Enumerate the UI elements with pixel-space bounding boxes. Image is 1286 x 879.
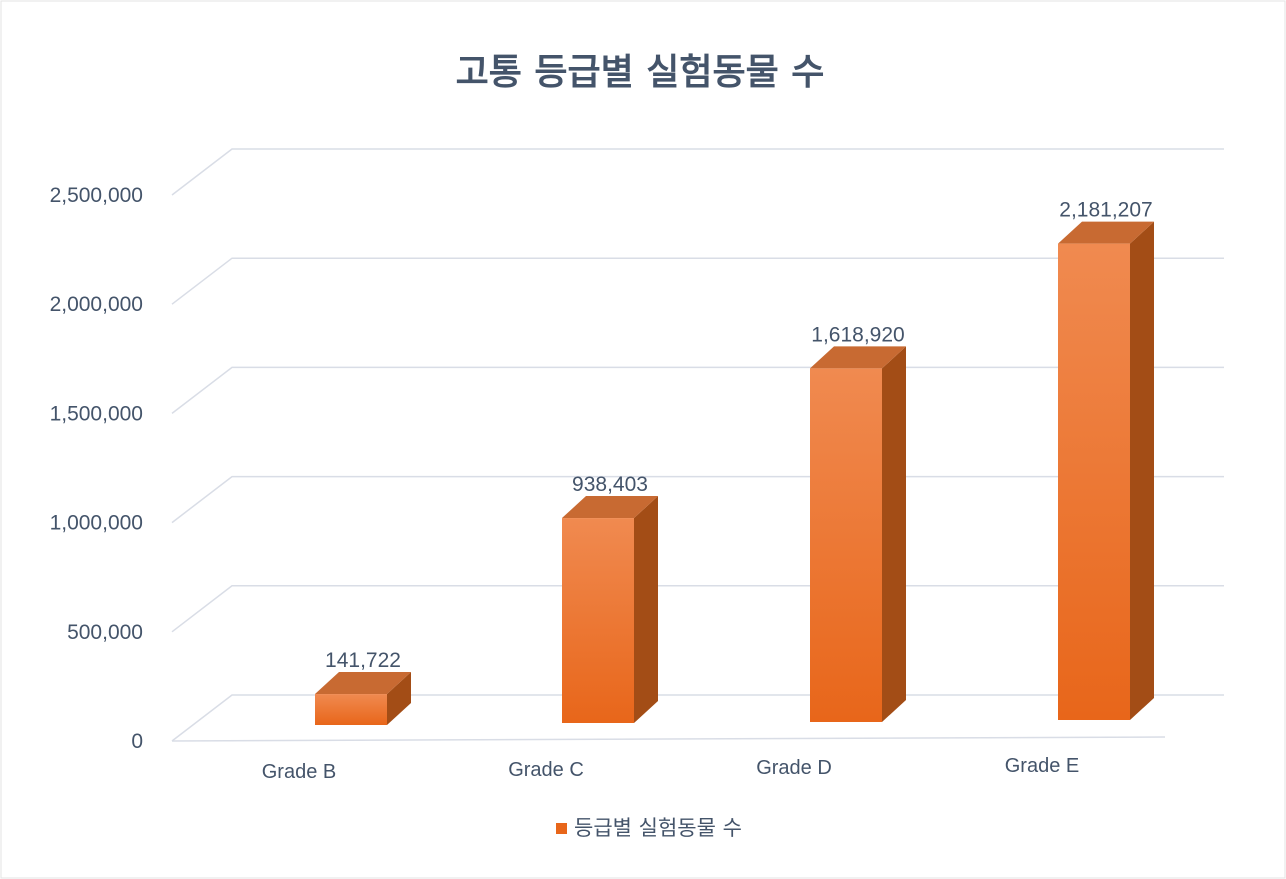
- bar-side: [1130, 221, 1154, 720]
- data-label: 1,618,920: [811, 323, 904, 346]
- bar-side: [882, 346, 906, 722]
- bar-side: [387, 672, 411, 725]
- legend-label: 등급별 실험동물 수: [574, 816, 742, 840]
- data-label: 938,403: [572, 473, 648, 496]
- y-tick-label: 1,000,000: [50, 512, 143, 535]
- bar-side: [634, 496, 658, 723]
- x-category-label: Grade E: [1005, 755, 1079, 777]
- gridline: [171, 148, 1224, 196]
- y-tick-label: 0: [131, 730, 143, 753]
- data-labels: 141,722 938,403 1,618,920 2,181,207: [325, 199, 1153, 672]
- bars: [315, 221, 1154, 725]
- x-axis-categories: Grade B Grade C Grade D Grade E: [262, 755, 1079, 783]
- y-tick-label: 500,000: [67, 621, 143, 644]
- gridline: [171, 257, 1224, 305]
- x-category-label: Grade D: [756, 757, 832, 779]
- bar: [315, 694, 387, 725]
- legend: 등급별 실험동물 수: [556, 816, 742, 840]
- y-tick-label: 2,500,000: [50, 184, 143, 207]
- legend-swatch: [556, 823, 567, 834]
- y-tick-label: 1,500,000: [50, 402, 143, 425]
- bar-top: [810, 346, 906, 369]
- floor-edge: [171, 736, 1166, 742]
- chart-title: 고통 등급별 실험동물 수: [456, 52, 825, 93]
- x-category-label: Grade C: [508, 759, 584, 781]
- bar-top: [1058, 221, 1154, 244]
- bar: [1058, 243, 1130, 720]
- bar: [562, 518, 634, 723]
- bar-top: [562, 496, 658, 519]
- y-tick-label: 2,000,000: [50, 293, 143, 316]
- x-category-label: Grade B: [262, 761, 336, 783]
- bar-top: [315, 672, 411, 695]
- data-label: 2,181,207: [1059, 199, 1152, 222]
- data-label: 141,722: [325, 649, 401, 672]
- bar: [810, 368, 882, 722]
- y-axis-ticks: 0 500,000 1,000,000 1,500,000 2,000,000 2,500…: [50, 184, 143, 753]
